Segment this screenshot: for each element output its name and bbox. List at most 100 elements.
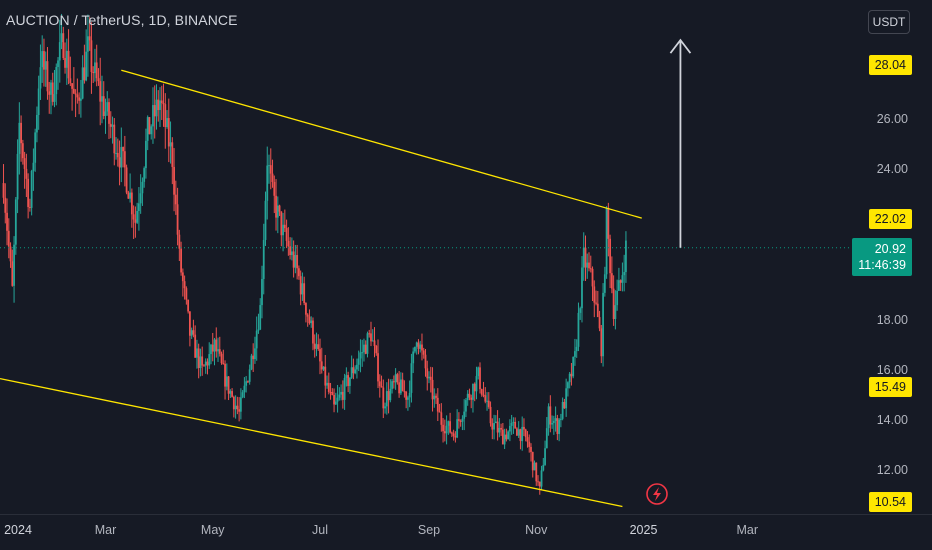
candle-body [6, 212, 8, 231]
candle-body [262, 239, 265, 279]
candle-body [475, 376, 478, 392]
candle-body [459, 420, 462, 422]
candle-body [449, 421, 452, 433]
candle-body [377, 353, 379, 382]
candle-body [443, 431, 446, 434]
candle-body [51, 82, 54, 102]
candle-body [261, 278, 263, 306]
candle-body [394, 374, 397, 383]
candle-body [593, 286, 596, 303]
candle-body [194, 334, 197, 358]
candle-body [257, 329, 260, 331]
candle-body [243, 385, 246, 393]
candle-body [487, 400, 490, 407]
candle-body [76, 94, 79, 98]
candle-body [199, 356, 202, 368]
candle-body [123, 151, 126, 168]
candle-body [401, 379, 404, 392]
candle-body [136, 211, 139, 223]
price-tick: 12.00 [876, 463, 908, 478]
candle-body [129, 192, 132, 199]
candle-body [568, 373, 571, 383]
candle-body [220, 353, 223, 364]
candle-body [463, 411, 466, 419]
candle-body [493, 423, 495, 430]
candle-body [508, 425, 511, 432]
candle-body [28, 207, 31, 209]
time-axis-border [0, 514, 932, 515]
candle-body [426, 368, 429, 379]
candle-body [94, 62, 96, 74]
candle-body [25, 168, 28, 179]
candle-body [145, 140, 147, 169]
level-label-15-49: 15.49 [868, 377, 912, 397]
candle-body [153, 105, 156, 117]
last-price-label: 20.92 11:46:39 [852, 238, 912, 276]
candle-body [259, 305, 262, 330]
candle-body [255, 330, 258, 349]
candle-body [521, 426, 524, 442]
candle-body [43, 51, 45, 70]
candle-body [484, 395, 487, 402]
candle-body [276, 205, 279, 218]
candle-body [196, 348, 198, 358]
lightning-icon[interactable] [646, 483, 668, 505]
candle-body [537, 481, 539, 483]
candle-body [289, 246, 292, 256]
candle-body [514, 421, 517, 429]
candle-body [422, 350, 425, 355]
candle-body [313, 343, 316, 349]
candle-body [9, 246, 12, 262]
candle-body [545, 428, 548, 449]
time-tick: Mar [94, 523, 117, 537]
candle-body [176, 204, 179, 235]
candle-body [357, 358, 360, 365]
candle-body [273, 182, 276, 196]
candle-body [130, 192, 133, 215]
candle-body [224, 363, 226, 387]
candle-body [350, 367, 353, 378]
candle-body [60, 33, 63, 43]
up-arrow-icon[interactable] [669, 38, 692, 248]
candle-body [250, 355, 253, 370]
candle-body [248, 369, 251, 382]
candle-body [83, 67, 86, 81]
candle-body [516, 428, 518, 436]
trendline-upper[interactable] [121, 69, 642, 219]
candle-body [231, 391, 233, 397]
candle-body [618, 280, 620, 291]
candle-body [116, 152, 119, 158]
candle-body [322, 366, 325, 370]
symbol-title[interactable]: AUCTION / TetherUS, 1D, BINANCE [6, 12, 238, 28]
candle-body [227, 376, 230, 394]
candle-body [213, 339, 216, 352]
candle-body [366, 333, 369, 354]
candle-body [50, 82, 52, 95]
candle-body [623, 272, 626, 276]
candle-body [324, 366, 327, 386]
candle-body [588, 262, 590, 269]
candle-body [296, 254, 299, 269]
candle-body [197, 348, 200, 368]
currency-button[interactable]: USDT [868, 10, 910, 34]
candle-body [160, 100, 163, 104]
candle-body [204, 361, 207, 366]
candle-body [584, 247, 587, 268]
candle-body [428, 376, 430, 379]
candle-body [180, 248, 182, 273]
candle-body [27, 178, 30, 208]
candle-body [18, 122, 21, 154]
candle-body [69, 78, 72, 84]
candle-body [607, 208, 610, 239]
candle-body [461, 418, 464, 422]
candle-body [338, 394, 341, 398]
candle-body [239, 397, 242, 412]
candle-body [164, 104, 167, 128]
trendline-lower[interactable] [0, 377, 623, 508]
candle-body [30, 170, 33, 208]
candle-body [157, 99, 160, 111]
candle-body [139, 193, 142, 204]
candle-body [396, 374, 399, 383]
